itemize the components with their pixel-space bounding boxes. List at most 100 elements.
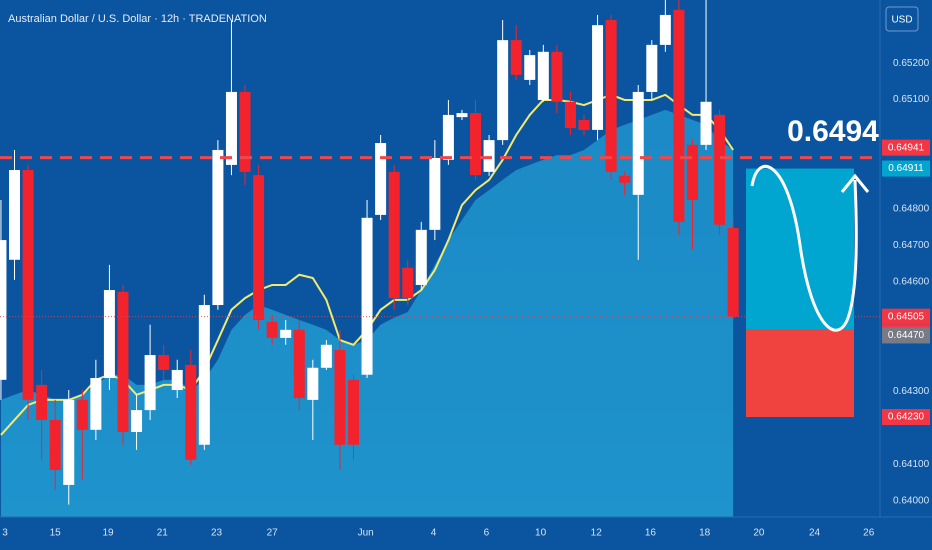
candle-body [605, 20, 617, 172]
candle-body [212, 149, 224, 306]
position-stop-zone [746, 329, 854, 418]
y-tick-label: 0.64700 [893, 240, 930, 251]
chart-title: Australian Dollar / U.S. Dollar · 12h · … [8, 13, 267, 25]
candle-body [90, 377, 102, 430]
candle-body [320, 344, 332, 368]
candle-body [673, 9, 685, 222]
price-badge [882, 308, 930, 325]
candle-body [551, 51, 563, 102]
price-badge-label: 0.64230 [888, 412, 925, 423]
candle-body [497, 40, 509, 141]
time-axis [0, 517, 932, 550]
candle-body [537, 51, 549, 100]
x-tick-label: 26 [863, 528, 875, 539]
x-tick-label: 15 [50, 528, 62, 539]
price-badge-label: 0.64911 [888, 163, 924, 174]
price-badge-label: 0.64505 [888, 311, 925, 322]
candle-body [524, 55, 536, 80]
candle-body [402, 267, 414, 299]
candle-body [388, 171, 400, 299]
candle-body [280, 329, 292, 338]
price-axis [880, 0, 932, 550]
y-tick-label: 0.64300 [893, 386, 930, 397]
candle-body [239, 91, 251, 172]
x-tick-label: 18 [699, 528, 711, 539]
candle-body [361, 217, 373, 375]
candle-body [700, 101, 712, 145]
candle-body [253, 175, 265, 320]
x-tick-label: 27 [267, 528, 279, 539]
price-badge [882, 409, 930, 426]
y-tick-label: 0.64000 [893, 496, 930, 507]
candle-body [293, 329, 305, 399]
candle-body [686, 144, 698, 200]
y-tick-label: 0.64800 [893, 204, 930, 215]
candle-body [564, 101, 576, 129]
candle-body [171, 369, 183, 391]
y-tick-label: 0.64100 [893, 459, 930, 470]
candle-body [483, 140, 495, 172]
currency-button[interactable] [885, 6, 919, 32]
x-tick-label: 20 [753, 528, 765, 539]
candle-body [592, 25, 604, 130]
candle-body [470, 113, 482, 176]
candle-body [714, 114, 726, 225]
candle-body [9, 170, 21, 260]
currency-label: USD [891, 15, 912, 26]
x-tick-label: 16 [645, 528, 657, 539]
x-tick-label: 10 [535, 528, 547, 539]
y-tick-label: 0.65200 [893, 58, 930, 69]
candle-body [619, 175, 631, 183]
price-badge [882, 139, 930, 156]
candle-body [117, 291, 129, 432]
projection-arrowhead [840, 173, 870, 193]
candle-body [103, 290, 115, 378]
price-badge [882, 327, 930, 344]
x-tick-label: 24 [809, 528, 821, 539]
candle-body [659, 14, 671, 45]
x-tick-label: 12 [591, 528, 603, 539]
y-tick-label: 0.64600 [893, 277, 930, 288]
candle-body [0, 240, 7, 380]
candle-body [375, 143, 387, 215]
candle-body [131, 410, 143, 432]
candle-body [415, 229, 427, 285]
candle-body [578, 120, 590, 130]
candle-body [456, 113, 468, 118]
candle-body [646, 44, 658, 92]
candle-body [185, 364, 197, 460]
candle-body [510, 40, 522, 75]
candle-body [334, 349, 346, 445]
candle-body [347, 379, 359, 445]
x-tick-label: 3 [2, 528, 8, 539]
candle-body [49, 419, 61, 470]
candle-body [429, 157, 441, 230]
x-tick-label: 6 [484, 528, 490, 539]
candle-body [225, 91, 237, 165]
y-tick-label: 0.65100 [893, 94, 930, 105]
candle-body [22, 170, 34, 400]
candle-body [36, 384, 48, 420]
candle-body [307, 367, 319, 400]
price-badge [882, 160, 930, 177]
candle-body [63, 399, 75, 485]
x-tick-label: 23 [211, 528, 223, 539]
x-tick-label: 21 [157, 528, 169, 539]
x-tick-label: 4 [431, 528, 437, 539]
x-tick-label: Jun [358, 528, 374, 539]
candle-body [727, 228, 739, 317]
candle-body [158, 355, 170, 370]
candle-body [266, 321, 278, 338]
candle-body [632, 91, 644, 195]
projection-curve [750, 165, 858, 332]
plot-area [0, 0, 884, 520]
candle-body [442, 114, 454, 160]
candle-body [198, 305, 210, 445]
ma-area [0, 109, 734, 517]
candle-body [76, 399, 88, 430]
x-tick-label: 19 [103, 528, 115, 539]
price-badge-label: 0.64941 [888, 142, 925, 153]
candle-body [144, 355, 156, 411]
